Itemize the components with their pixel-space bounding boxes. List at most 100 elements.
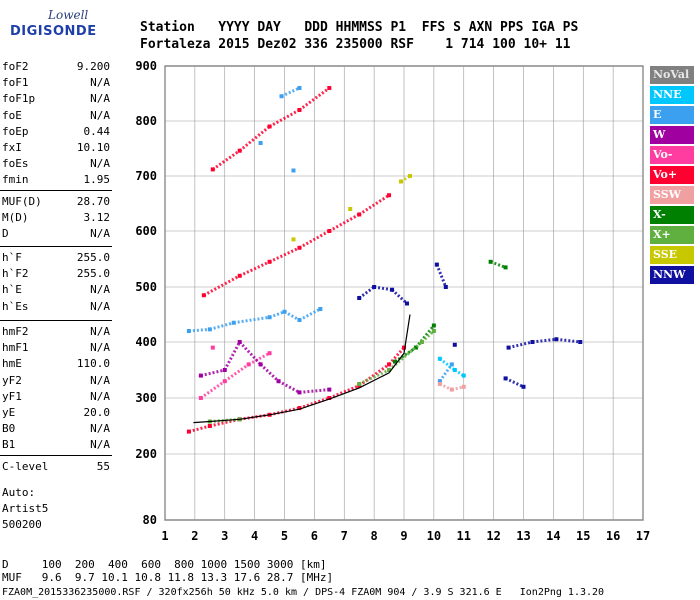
echo-trace-segment: [211, 149, 241, 171]
data-point: [258, 141, 263, 145]
echo-trace-segment: [268, 246, 301, 264]
param-separator: [0, 320, 112, 321]
param-row: yE 20.0: [2, 406, 110, 420]
param-value: 0.44: [83, 124, 111, 138]
param-separator: [0, 246, 112, 247]
x-tick-label: 8: [371, 529, 378, 543]
param-value: 28.70: [76, 195, 110, 208]
echo-trace-segment: [269, 310, 286, 319]
header-line-2: Fortaleza 2015 Dez02 336 235000 RSF 1 71…: [140, 37, 571, 52]
param-name: foE: [2, 108, 22, 122]
param-row: hmF1 N/A: [2, 341, 110, 355]
x-tick-label: 6: [311, 529, 318, 543]
y-tick-label: 700: [135, 169, 157, 183]
param-name: B0: [2, 422, 16, 436]
echo-trace-segment: [268, 108, 301, 128]
echo-trace-segment: [238, 125, 271, 152]
y-tick-label: 80: [143, 513, 157, 527]
echo-trace-segment: [532, 337, 557, 344]
echo-trace-segment: [223, 363, 250, 383]
param-row: yF2 N/A: [2, 374, 110, 388]
echo-trace-segment: [298, 396, 330, 410]
param-value: N/A: [90, 373, 110, 387]
digisonde-logo: Lowell DIGISONDE: [8, 6, 128, 42]
echo-trace-segment: [504, 377, 525, 389]
x-tick-label: 2: [191, 529, 198, 543]
param-name: M(D): [2, 211, 29, 225]
y-tick-label: 900: [135, 59, 157, 73]
param-row: D N/A: [2, 227, 110, 241]
param-row: foEp 0.44: [2, 125, 110, 139]
param-row: fxI 10.10: [2, 141, 110, 155]
x-tick-label: 15: [576, 529, 590, 543]
legend-entry: X-: [650, 206, 694, 224]
param-value: N/A: [90, 325, 110, 338]
echo-trace-segment: [420, 329, 435, 344]
x-tick-label: 4: [251, 529, 258, 543]
legend-entry: SSE: [650, 246, 694, 264]
param-row: yF1 N/A: [2, 390, 110, 404]
param-row: MUF(D) 28.70: [2, 195, 110, 209]
chart-grid: [164, 65, 644, 521]
data-point: [452, 342, 457, 347]
x-tick-label: 17: [636, 529, 650, 543]
param-value: N/A: [90, 389, 110, 403]
echo-trace-segment: [328, 213, 360, 233]
echo-trace-segment: [199, 379, 226, 400]
param-row: B1 N/A: [2, 438, 110, 452]
param-name: h`F2: [2, 267, 29, 281]
echo-trace-segment: [391, 288, 409, 305]
y-tick-label: 600: [135, 224, 157, 238]
data-point: [291, 237, 296, 242]
param-row-clevel: C-level 55: [2, 460, 110, 474]
param-row: M(D) 3.12: [2, 211, 110, 225]
legend-entry: X+: [650, 226, 694, 244]
param-value: N/A: [90, 438, 110, 452]
echo-trace-segment: [414, 324, 436, 349]
echo-trace-segment: [203, 274, 241, 297]
x-tick-label: 11: [457, 529, 471, 543]
data-point: [297, 86, 302, 90]
footer-distance-line: D 100 200 400 600 800 1000 1500 3000 [km…: [2, 558, 327, 571]
param-row: foF1 N/A: [2, 76, 110, 90]
echo-trace-segment: [200, 368, 226, 378]
param-value: 1.95: [83, 173, 111, 187]
x-tick-label: 9: [400, 529, 407, 543]
param-name: hmF2: [2, 325, 29, 338]
param-separator: [0, 190, 112, 191]
chart-marks: [186, 86, 583, 434]
data-point: [387, 193, 392, 198]
echo-trace-segment: [238, 340, 262, 366]
param-name: hmF1: [2, 341, 29, 355]
y-tick-label: 500: [135, 280, 157, 294]
data-point: [267, 351, 272, 356]
echo-trace-segment: [209, 321, 235, 331]
param-row: hmE 110.0: [2, 357, 110, 371]
y-tick-label: 200: [135, 447, 157, 461]
param-name: hmE: [2, 357, 22, 371]
x-tick-label: 10: [427, 529, 441, 543]
legend-entry: SSW: [650, 186, 694, 204]
y-tick-label: 300: [135, 391, 157, 405]
param-name: B1: [2, 438, 16, 452]
echo-trace-segment: [328, 384, 360, 400]
footer-muf-line: MUF 9.6 9.7 10.1 10.8 11.8 13.3 17.6 28.…: [2, 571, 334, 584]
echo-trace-segment: [358, 193, 390, 216]
param-name: foEs: [2, 157, 29, 171]
param-name: fmin: [2, 173, 29, 187]
echo-trace-segment: [508, 340, 533, 350]
x-tick-label: 16: [606, 529, 620, 543]
param-value: N/A: [90, 341, 110, 355]
param-name: h`E: [2, 283, 22, 297]
param-row: foF2 9.200: [2, 60, 110, 74]
echo-trace-segment: [280, 86, 301, 98]
echo-trace-segment: [400, 174, 411, 183]
footer-file-info: FZA0M_2015336235000.RSF / 320fx256h 50 k…: [2, 587, 605, 598]
y-tick-label: 400: [135, 335, 157, 349]
param-separator: [0, 455, 112, 456]
param-row: fmin 1.95: [2, 173, 110, 187]
autoscale-info: Artist5: [2, 502, 49, 515]
echo-trace-segment: [188, 327, 210, 333]
param-value: N/A: [90, 299, 110, 313]
